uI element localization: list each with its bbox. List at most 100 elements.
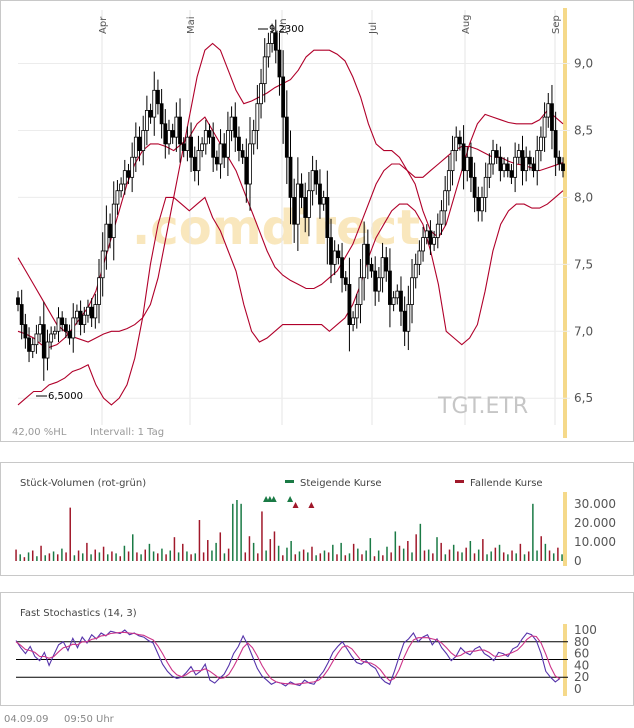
volume-bar [527, 551, 530, 561]
footer-date: 04.09.09 [4, 714, 49, 725]
volume-up-marker [266, 496, 273, 502]
candle-body [494, 150, 499, 158]
volume-bar [557, 547, 559, 561]
candle-body [550, 103, 554, 131]
candle-body [307, 190, 311, 218]
candle-body [362, 243, 367, 279]
candle-body [314, 170, 319, 185]
volume-bar [427, 549, 430, 561]
candle-body [266, 43, 271, 58]
volume-bar [357, 548, 359, 561]
x-tick-label: Sep [551, 15, 562, 34]
volume-bar [361, 554, 363, 561]
volume-bar [44, 555, 46, 561]
candle-body [391, 297, 396, 305]
volume-down-marker [308, 502, 315, 508]
candle-body [553, 130, 558, 158]
candle-body [100, 250, 105, 279]
candle-body [347, 284, 352, 325]
candle-body [373, 270, 378, 292]
candle-body [273, 32, 278, 51]
candle-body [93, 304, 98, 319]
volume-bar [40, 545, 42, 561]
candle-body [421, 237, 425, 252]
volume-bar [515, 553, 517, 561]
candle-body [196, 150, 201, 172]
candle-body [89, 306, 94, 319]
candle-body [189, 136, 193, 158]
candle-body [443, 190, 448, 212]
volume-bar [502, 552, 505, 561]
candle-body [237, 136, 241, 151]
candle-body [435, 223, 440, 238]
volume-bar [232, 503, 234, 561]
volume-bar [352, 543, 355, 561]
volume-bar [148, 543, 151, 561]
volume-bar [486, 554, 488, 561]
candle-body [30, 344, 35, 352]
volume-bar [311, 546, 313, 561]
volume-bar [373, 556, 376, 561]
legend-up-swatch [285, 480, 294, 483]
candle-body [214, 156, 219, 165]
candle-body [174, 116, 179, 138]
volume-bar [173, 537, 176, 561]
candle-body [225, 130, 230, 158]
candle-body [354, 304, 359, 319]
volume-bar [294, 554, 297, 561]
candle-body [487, 163, 492, 178]
volume-bar [465, 547, 467, 561]
volume-bar [94, 549, 96, 561]
candle-body [148, 110, 153, 118]
volume-bar [482, 539, 484, 561]
candle-body [446, 170, 451, 192]
volume-bar [98, 552, 101, 561]
candle-body [369, 263, 374, 272]
volume-panel: Stück-Volumen (rot-grün) Steigende Kurse… [0, 462, 634, 576]
y-tick-label: 8,0 [574, 190, 593, 204]
volume-bar [561, 554, 563, 561]
volume-bar [227, 548, 230, 561]
volume-bar [81, 553, 84, 561]
volume-bar [77, 550, 80, 561]
stochastics-d-line [15, 631, 561, 685]
candle-body [178, 116, 182, 145]
volume-bar [65, 552, 67, 561]
stochastics-title: Fast Stochastics (14, 3) [20, 608, 137, 619]
volume-bar [511, 550, 513, 561]
volume-bar [23, 557, 26, 561]
candle-body [218, 143, 223, 165]
candle-body [222, 143, 227, 158]
volume-bar [165, 554, 167, 561]
volume-bar [52, 551, 55, 561]
low-annotation-label: 6,5000 [48, 391, 83, 402]
candle-body [185, 136, 190, 151]
y-tick-label: 9,0 [574, 57, 593, 71]
candle-body [413, 263, 418, 279]
volume-bar [477, 549, 480, 561]
candle-body [233, 116, 238, 138]
volume-bar [327, 552, 330, 561]
volume-up-marker [263, 496, 270, 502]
volume-bar [319, 553, 322, 561]
candle-body [244, 156, 249, 185]
candle-body [491, 150, 495, 165]
stochastics-reference-lines [16, 641, 568, 678]
candle-body [203, 130, 208, 145]
candle-body [343, 277, 348, 285]
candle-body [97, 277, 101, 305]
volume-bar [111, 551, 113, 561]
volume-bar [402, 548, 405, 561]
volume-bar [265, 550, 267, 561]
candle-body [111, 203, 116, 238]
volume-bar [407, 540, 409, 561]
candle-body [248, 143, 252, 185]
candle-body [542, 116, 547, 138]
volume-bar [152, 551, 155, 561]
volume-bar [544, 543, 547, 561]
candle-body [310, 170, 315, 192]
volume-bar [182, 543, 184, 561]
volume-bar [532, 503, 534, 561]
stochastics-y-tick-label: 20 [574, 670, 589, 684]
